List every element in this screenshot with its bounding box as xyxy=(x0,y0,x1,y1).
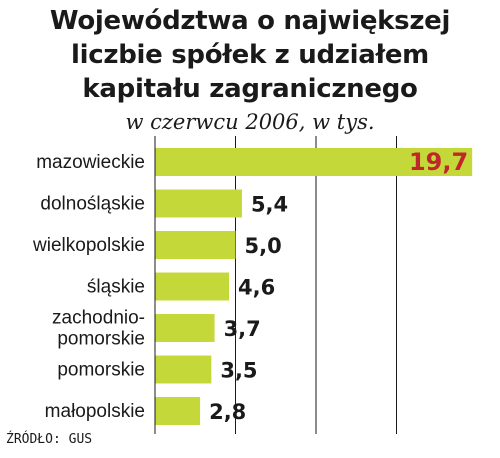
category-label: śląskie xyxy=(87,277,145,298)
value-label: 3,5 xyxy=(220,359,257,383)
value-label: 2,8 xyxy=(209,400,246,424)
title-line-1: Województwa o największej xyxy=(49,6,451,36)
bar xyxy=(155,231,236,259)
bar xyxy=(155,148,473,176)
category-label: małopolskie xyxy=(45,401,145,422)
title-line-2: liczbie spółek z udziałem xyxy=(71,40,429,70)
bar xyxy=(155,272,230,301)
category-label: zachodnio- xyxy=(52,308,145,329)
value-label: 19,7 xyxy=(409,148,468,176)
chart-title: Województwa o największej liczbie spółek… xyxy=(0,4,500,106)
value-label: 5,0 xyxy=(245,234,282,258)
category-label: dolnośląskie xyxy=(40,194,145,215)
bar xyxy=(155,355,212,384)
source-note: ŹRÓDŁO: GUS xyxy=(6,432,93,447)
bar xyxy=(155,397,201,425)
value-label: 3,7 xyxy=(224,317,261,341)
bar xyxy=(155,189,242,218)
category-label: pomorskie xyxy=(57,329,145,350)
category-label: wielkopolskie xyxy=(32,235,145,256)
bar xyxy=(155,314,215,342)
category-label: mazowieckie xyxy=(36,152,145,173)
title-line-3: kapitału zagranicznego xyxy=(82,74,418,104)
category-label: pomorskie xyxy=(57,360,145,381)
value-label: 4,6 xyxy=(238,276,275,300)
value-label: 5,4 xyxy=(251,193,288,217)
chart-subtitle: w czerwcu 2006, w tys. xyxy=(125,110,375,134)
